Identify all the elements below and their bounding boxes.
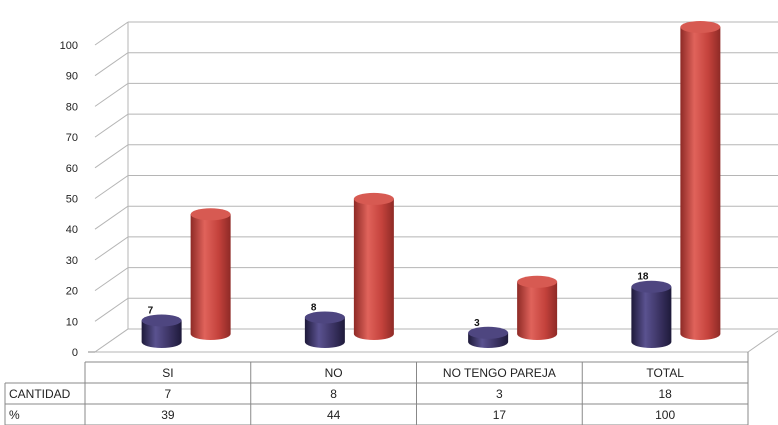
table-cell: 3 <box>496 387 503 401</box>
y-tick-label: 10 <box>66 316 78 328</box>
y-tick-label: 40 <box>66 224 78 236</box>
y-tick-label: 60 <box>66 163 78 175</box>
table-cell: 39 <box>161 408 175 422</box>
bar <box>353 192 394 340</box>
bar-body <box>631 286 672 348</box>
category-label: NO TENGO PAREJA <box>443 366 556 380</box>
table-cell: 100 <box>655 408 675 422</box>
bar <box>468 326 509 348</box>
y-tick-label: 70 <box>66 132 78 144</box>
bar-top <box>680 21 721 33</box>
gridline-depth <box>94 52 129 77</box>
table-cell: 7 <box>165 387 172 401</box>
gridline-depth <box>94 175 129 199</box>
gridline-depth <box>94 144 129 169</box>
bar <box>680 21 721 340</box>
y-tick-label: 30 <box>66 255 78 267</box>
gridline-depth <box>94 205 129 230</box>
data-label: 3 <box>474 318 480 329</box>
bar-top <box>353 192 394 205</box>
category-label: NO <box>325 366 343 380</box>
bar-body <box>517 281 558 340</box>
bar-top <box>190 208 231 221</box>
bar-body <box>190 214 231 340</box>
data-label: 8 <box>311 302 317 313</box>
y-tick-label: 50 <box>66 194 78 206</box>
table-cell: 8 <box>330 387 337 401</box>
table-cell: 17 <box>493 408 507 422</box>
y-tick-label: 90 <box>66 71 78 83</box>
bar-body <box>304 317 345 348</box>
bar <box>304 311 345 348</box>
bar-top <box>468 326 509 339</box>
table-cell: 44 <box>327 408 341 422</box>
category-label: SI <box>162 366 173 380</box>
data-label: 7 <box>148 306 154 317</box>
y-tick-label: 80 <box>66 101 78 113</box>
bar-body <box>353 198 394 340</box>
bar-top <box>304 311 345 324</box>
y-tick-label: 0 <box>72 347 78 359</box>
table-cell: 18 <box>658 387 672 401</box>
gridline-depth <box>94 21 129 46</box>
category-label: TOTAL <box>646 366 684 380</box>
gridline-depth <box>94 267 129 292</box>
floor <box>93 328 778 353</box>
bar <box>631 280 672 348</box>
bar-top <box>517 275 558 288</box>
bar <box>190 208 231 340</box>
gridline-depth <box>94 82 129 107</box>
table-row-label: CANTIDAD <box>9 387 71 401</box>
gridline-depth <box>94 113 129 138</box>
bar <box>141 314 182 348</box>
gridline-depth <box>94 297 129 322</box>
bar-top <box>631 280 672 293</box>
y-tick-label: 100 <box>60 40 78 52</box>
bar-top <box>141 314 182 327</box>
bar-body <box>680 27 721 340</box>
bar-body <box>141 320 182 348</box>
y-tick-label: 20 <box>66 286 78 298</box>
data-label: 18 <box>637 272 649 283</box>
bar <box>517 275 558 340</box>
gridline-depth <box>94 236 129 261</box>
table-row-label: % <box>9 408 20 422</box>
